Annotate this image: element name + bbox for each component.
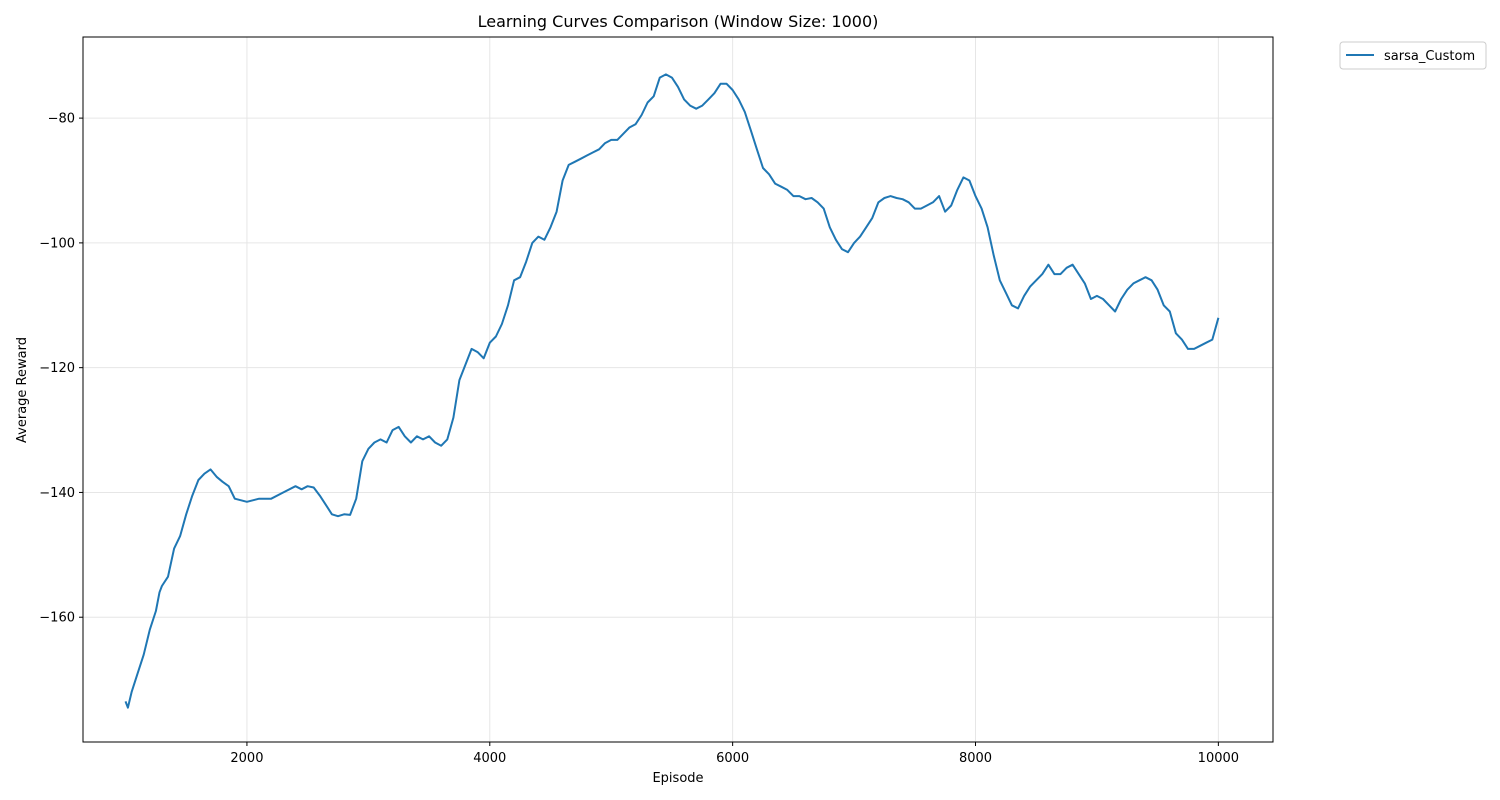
x-tick-label: 10000 [1198,751,1239,766]
x-axis-ticks: 2000 4000 6000 8000 10000 [230,742,1239,766]
y-tick-label: −120 [39,361,75,376]
legend-label-sarsa-custom: sarsa_Custom [1384,49,1475,64]
y-tick-label: −80 [48,112,75,127]
y-axis-label: Average Reward [15,337,30,443]
series-line-sarsa-custom [124,73,1220,709]
plot-background [83,37,1273,742]
y-axis-ticks: −160 −140 −120 −100 −80 [39,112,83,626]
x-tick-label: 8000 [959,751,992,766]
series-layer [124,73,1220,709]
x-tick-label: 4000 [473,751,506,766]
y-tick-label: −160 [39,611,75,626]
y-tick-label: −100 [39,236,75,251]
x-tick-label: 6000 [716,751,749,766]
legend: sarsa_Custom [1339,41,1487,70]
x-tick-label: 2000 [230,751,263,766]
plot-frame [82,36,1274,743]
legend-box [1339,41,1487,70]
chart-title: Learning Curves Comparison (Window Size:… [478,12,879,31]
x-axis-label: Episode [652,771,703,786]
y-tick-label: −140 [39,486,75,501]
